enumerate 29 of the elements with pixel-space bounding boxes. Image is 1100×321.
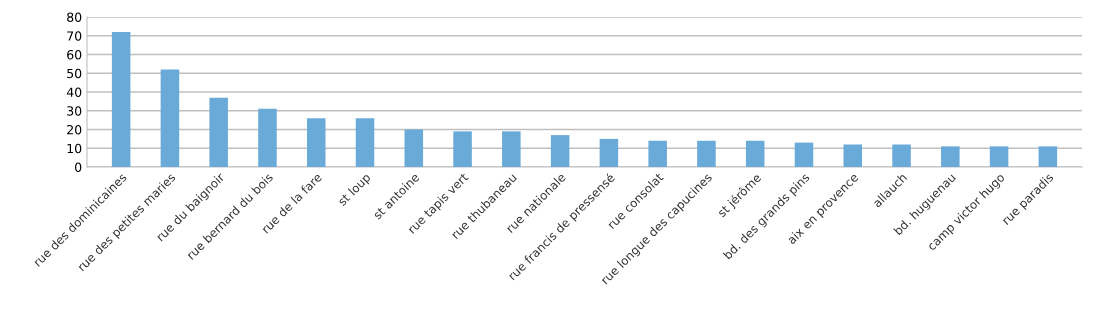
y-tick-label: 60 xyxy=(67,49,82,60)
bar xyxy=(941,146,960,167)
y-tick-label: 20 xyxy=(67,124,82,135)
bar xyxy=(160,69,180,167)
bar xyxy=(209,97,228,167)
y-tick-label: 0 xyxy=(75,162,82,172)
y-tick-label: 10 xyxy=(67,143,82,154)
bar xyxy=(697,140,716,167)
bar xyxy=(258,108,277,167)
y-tick-label: 80 xyxy=(67,12,82,22)
bar xyxy=(550,135,570,167)
bar xyxy=(404,129,424,167)
y-tick-label: 40 xyxy=(66,87,82,97)
y-tick-label: 30 xyxy=(67,106,82,116)
bar xyxy=(745,140,765,167)
bar xyxy=(892,144,911,167)
bar xyxy=(111,32,131,167)
bar xyxy=(599,138,619,167)
bar xyxy=(453,131,472,167)
bar xyxy=(306,118,326,167)
bar xyxy=(502,131,521,167)
bar xyxy=(989,146,1009,167)
y-tick-label: 70 xyxy=(67,31,82,41)
bar xyxy=(794,142,814,167)
bar xyxy=(1038,146,1058,167)
y-tick-label: 50 xyxy=(67,68,82,79)
bar xyxy=(648,140,667,167)
bar xyxy=(355,118,375,167)
bar xyxy=(843,144,863,167)
